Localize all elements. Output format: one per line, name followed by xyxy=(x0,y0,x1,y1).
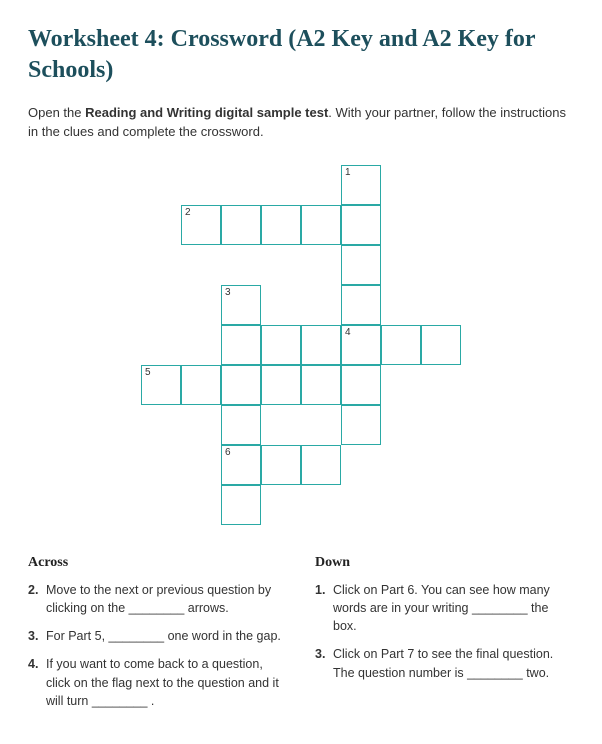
clue-number: 3. xyxy=(315,645,333,681)
crossword-cell: 5 xyxy=(141,365,181,405)
down-list: 1.Click on Part 6. You can see how many … xyxy=(315,581,574,682)
page-title: Worksheet 4: Crossword (A2 Key and A2 Ke… xyxy=(28,24,574,86)
down-heading: Down xyxy=(315,553,574,573)
instructions: Open the Reading and Writing digital sam… xyxy=(28,104,574,140)
crossword-cell xyxy=(341,205,381,245)
clues-section: Across 2.Move to the next or previous qu… xyxy=(28,553,574,720)
crossword-container: 1 2 3 4 5 6 xyxy=(28,165,574,525)
crossword-cell xyxy=(301,205,341,245)
across-heading: Across xyxy=(28,553,287,573)
crossword-cell xyxy=(261,325,301,365)
clue-item: 3.Click on Part 7 to see the final quest… xyxy=(315,645,574,681)
clue-number: 1. xyxy=(315,581,333,635)
cell-number: 3 xyxy=(225,287,231,298)
cell-number: 1 xyxy=(345,167,351,178)
crossword-cell xyxy=(221,325,261,365)
crossword-cell: 3 xyxy=(221,285,261,325)
clue-number: 2. xyxy=(28,581,46,617)
crossword-cell xyxy=(341,285,381,325)
crossword-cell xyxy=(261,365,301,405)
cell-number: 5 xyxy=(145,367,151,378)
cell-number: 2 xyxy=(185,207,191,218)
instructions-bold: Reading and Writing digital sample test xyxy=(85,105,328,120)
clue-item: 3.For Part 5, ________ one word in the g… xyxy=(28,627,287,645)
crossword-cell xyxy=(421,325,461,365)
clue-text: For Part 5, ________ one word in the gap… xyxy=(46,627,287,645)
clue-item: 1.Click on Part 6. You can see how many … xyxy=(315,581,574,635)
crossword-cell xyxy=(341,405,381,445)
crossword-cell xyxy=(381,325,421,365)
clue-text: Click on Part 7 to see the final questio… xyxy=(333,645,574,681)
clue-number: 4. xyxy=(28,655,46,709)
crossword-cell xyxy=(221,485,261,525)
crossword-cell: 4 xyxy=(341,325,381,365)
instructions-pre: Open the xyxy=(28,105,85,120)
crossword-cell xyxy=(301,445,341,485)
crossword-cell xyxy=(341,365,381,405)
crossword-cell xyxy=(261,445,301,485)
clue-item: 2.Move to the next or previous question … xyxy=(28,581,287,617)
cell-number: 6 xyxy=(225,447,231,458)
clues-across: Across 2.Move to the next or previous qu… xyxy=(28,553,287,720)
across-list: 2.Move to the next or previous question … xyxy=(28,581,287,710)
crossword-cell xyxy=(221,205,261,245)
crossword-cell xyxy=(341,245,381,285)
clue-text: Click on Part 6. You can see how many wo… xyxy=(333,581,574,635)
crossword-cell xyxy=(301,325,341,365)
crossword-cell xyxy=(181,365,221,405)
clue-text: Move to the next or previous question by… xyxy=(46,581,287,617)
crossword-grid: 1 2 3 4 5 6 xyxy=(141,165,461,525)
crossword-cell xyxy=(301,365,341,405)
crossword-cell: 6 xyxy=(221,445,261,485)
clue-number: 3. xyxy=(28,627,46,645)
crossword-cell xyxy=(221,405,261,445)
clue-item: 4.If you want to come back to a question… xyxy=(28,655,287,709)
crossword-cell: 1 xyxy=(341,165,381,205)
crossword-cell: 2 xyxy=(181,205,221,245)
crossword-cell xyxy=(221,365,261,405)
clues-down: Down 1.Click on Part 6. You can see how … xyxy=(315,553,574,720)
crossword-cell xyxy=(261,205,301,245)
cell-number: 4 xyxy=(345,327,351,338)
clue-text: If you want to come back to a question, … xyxy=(46,655,287,709)
